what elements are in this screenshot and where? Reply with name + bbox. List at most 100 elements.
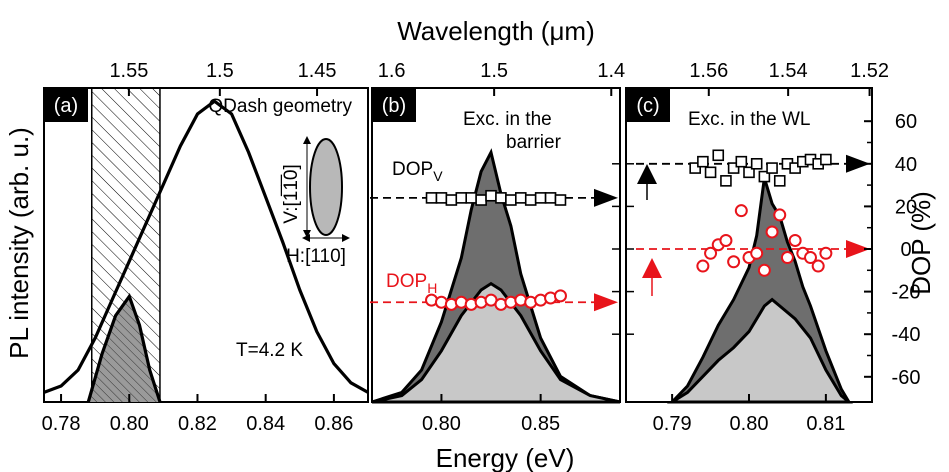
- bottom-tick-label: 0.78: [42, 413, 81, 435]
- right-tick-label: 0: [900, 239, 911, 261]
- excitation-barrier-label: Exc. in the barrier: [463, 109, 562, 153]
- dop-h-text: DOP: [386, 271, 427, 292]
- dop-h-label: DOPH: [386, 271, 437, 296]
- dop-v-point: [514, 192, 527, 204]
- total-pl-line: [43, 99, 369, 394]
- bottom-tick-label: 0.82: [178, 413, 217, 435]
- dop-v-point: [554, 194, 567, 206]
- filtered-pl-line: [86, 292, 162, 403]
- dop-v-point: [445, 194, 458, 206]
- bottom-tick-label: 0.80: [422, 413, 461, 435]
- dop-v-point: [773, 175, 786, 187]
- dop-h-point: [704, 246, 718, 260]
- dop-h-marker-arrow: [846, 240, 870, 258]
- qdash-ellipse: [309, 138, 343, 236]
- right-tick-label: -20: [892, 282, 921, 304]
- dop-v-point: [425, 192, 438, 204]
- top-tick-label: 1.55: [109, 60, 148, 82]
- panel-a: 0.78 0.80 0.82 0.84 0.86 1.55 1.5 1.45 (a) T=4.…: [42, 60, 369, 435]
- dop-v-sub: V: [433, 168, 443, 184]
- dop-v-point: [485, 189, 497, 202]
- panel-a-label-box: [44, 88, 88, 122]
- top-tick-label: 1.5: [206, 60, 234, 82]
- dop-h-point: [804, 251, 817, 265]
- dop-v-marker-arrow: [846, 154, 870, 173]
- bottom-tick-label: 0.79: [653, 413, 692, 435]
- dop-v-point: [735, 155, 748, 168]
- dop-v-text: DOP: [392, 159, 433, 180]
- panel-a-frame: [43, 87, 369, 403]
- v-direction-label: V:[1̅1̅0]: [281, 164, 302, 224]
- dop-v-point: [727, 162, 740, 174]
- dop-v-label: DOPV: [392, 159, 443, 184]
- dop-h-point: [780, 251, 794, 265]
- dop-v-point: [720, 175, 732, 187]
- dop-v-point: [743, 166, 755, 179]
- red-up-arrow-head: [642, 258, 662, 278]
- dop-h-point: [811, 259, 825, 273]
- dop-h-point: [727, 255, 741, 269]
- dop-v-point: [712, 149, 725, 162]
- dop-v-point: [465, 192, 478, 204]
- dop-v-point: [689, 162, 701, 174]
- left-axis-title: PL intensity (arb. u.): [4, 127, 34, 359]
- top-tick-label: 1.6: [378, 60, 406, 82]
- dop-v-point: [789, 162, 801, 174]
- excitation-barrier-line1: Exc. in the: [463, 109, 552, 130]
- excitation-wl-label: Exc. in the WL: [688, 109, 811, 130]
- dop-v-point: [544, 192, 557, 204]
- bottom-tick-label: 0.80: [730, 413, 769, 435]
- h-arrow-head-right: [342, 234, 350, 242]
- excitation-barrier-line2: barrier: [506, 132, 562, 153]
- pl-h-polarized-area: [371, 281, 621, 404]
- v-arrow-head-bottom: [303, 230, 311, 238]
- top-tick-label: 1.5: [480, 60, 508, 82]
- dop-v-point: [697, 155, 709, 168]
- dop-v-marker-arrow: [594, 188, 618, 207]
- h-arrow-head-left: [302, 234, 310, 242]
- panel-c-label: (c): [636, 95, 659, 117]
- black-up-arrow: [637, 164, 657, 200]
- dop-h-point: [819, 246, 833, 260]
- black-up-arrow-head: [637, 164, 657, 184]
- dop-v-point: [766, 162, 778, 174]
- qdash-geometry-inset: QDash geometry V:[1̅1̅0] H:[110]: [208, 96, 352, 267]
- dop-v-point: [495, 192, 507, 204]
- dop-h-marker-arrow: [594, 293, 618, 312]
- dop-v-point: [505, 194, 517, 206]
- top-axis-title: Wavelength (μm): [397, 16, 595, 46]
- dop-v-point: [820, 153, 832, 166]
- h-direction-label: H:[110]: [286, 246, 346, 267]
- bottom-tick-label: 0.84: [246, 413, 285, 435]
- dop-h-point: [788, 233, 802, 247]
- v-arrow-head-top: [303, 136, 311, 144]
- dop-axis: 60 40 20 0 -20 -40 -60: [612, 111, 920, 389]
- right-tick-label: -60: [892, 367, 921, 389]
- dop-v-point: [475, 194, 487, 206]
- bottom-tick-label: 0.80: [110, 413, 149, 435]
- geometry-label: QDash geometry: [208, 96, 352, 117]
- panel-b-label-box: [372, 88, 416, 122]
- filtered-pl-area: [88, 296, 160, 402]
- dop-v-point: [704, 166, 717, 179]
- dop-v-point: [750, 158, 763, 170]
- right-tick-label: 40: [895, 154, 917, 176]
- panel-b: 0.80 0.85 1.6 1.5 1.4 (b) Exc. in the barrier…: [370, 60, 625, 435]
- dop-h-point: [696, 259, 710, 273]
- top-tick-label: 1.56: [689, 60, 728, 82]
- dop-h-point: [734, 204, 748, 218]
- top-tick-label: 1.54: [769, 60, 808, 82]
- dop-h-point: [750, 246, 764, 260]
- right-tick-label: 20: [895, 196, 917, 218]
- dop-v-point: [455, 192, 468, 204]
- dop-v-point: [758, 170, 771, 183]
- right-tick-label: -40: [892, 324, 921, 346]
- bottom-axis-title: Energy (eV): [436, 443, 575, 472]
- right-tick-label: 60: [895, 111, 917, 133]
- pl-h-polarized-area: [666, 297, 854, 404]
- dop-v-point: [435, 192, 448, 204]
- panel-c: 0.79 0.80 0.81 1.56 1.54 1.52 (c) Exc. in the…: [625, 60, 889, 435]
- dop-h-point: [553, 289, 567, 303]
- dop-v-point: [524, 194, 537, 206]
- panel-a-label: (a): [54, 95, 78, 117]
